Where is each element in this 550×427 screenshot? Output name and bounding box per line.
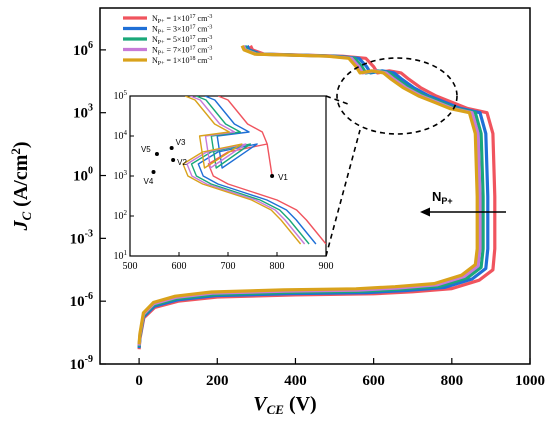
y-axis-label: JC (A/cm2) [8,141,34,231]
y-tick-label: 100 [73,166,93,185]
inset-annotations: V1 V2 V3 V4 V5 [141,138,288,186]
y-tick-label: 103 [73,103,93,122]
x-tick-label: 0 [135,373,143,389]
annotation-label-v5: V5 [141,145,151,154]
legend-label-4: NP+ = 7×1017 cm-3 [152,46,212,57]
y-axis-ticks: 106 103 100 10-3 10-6 10-9 [70,40,106,373]
legend-label-3: NP+ = 5×1017 cm-3 [152,35,212,46]
inset-x-tick-label: 800 [270,261,285,272]
x-tick-label: 400 [284,373,307,389]
inset-y-tick-label: 101 [114,249,128,262]
np-arrow-head [420,207,430,217]
legend-label-1: NP+ = 1×1017 cm-3 [152,14,212,25]
legend: NP+ = 1×1017 cm-3NP+ = 3×1017 cm-3NP+ = … [123,14,212,67]
y-tick-label: 10-6 [70,291,93,310]
inset-series-line-2 [197,96,317,245]
x-tick-label: 1000 [515,373,545,389]
inset-x-tick-label: 600 [172,261,187,272]
inset-y-tick-label: 103 [114,169,128,182]
series-group [137,45,497,350]
inset-x-tick-label: 700 [221,261,236,272]
inset-y-ticks: 101 102 103 104 105 [114,89,134,262]
zoom-ellipse [336,57,458,135]
annotation-label-v4: V4 [144,177,154,186]
inset-series-line-4 [186,96,306,245]
zoom-connector-top [325,95,349,105]
legend-label-2: NP+ = 3×1017 cm-3 [152,25,212,36]
legend-label-5: NP+ = 1×1018 cm-3 [152,56,212,67]
inset-y-tick-label: 105 [114,89,128,102]
x-tick-label: 800 [441,373,464,389]
annotation-point-v2 [171,158,176,162]
plot-frame [99,7,531,365]
annotation-label-v1: V1 [278,173,288,182]
inset-x-ticks: 500 600 700 800 900 [123,252,334,272]
annotation-point-v3 [169,146,174,150]
np-arrow-label: NP+ [432,189,453,206]
annotation-point-v5 [154,152,159,156]
x-axis-ticks: 0 200 400 600 800 1000 [135,358,545,389]
x-tick-label: 600 [362,373,385,389]
y-tick-label: 106 [73,40,93,59]
x-tick-label: 200 [206,373,229,389]
y-tick-label: 10-3 [70,228,93,247]
inset-x-tick-label: 500 [123,261,138,272]
annotation-point-v4 [151,170,156,174]
inset-y-tick-label: 102 [114,209,128,222]
inset-frame [129,95,327,257]
inset-series-line-3 [190,96,310,245]
inset-series-line-5 [182,96,302,245]
annotation-label-v2: V2 [177,158,187,167]
x-axis-label: VCE (V) [253,393,316,417]
inset-series-line-1 [207,96,326,245]
series-line-5 [137,45,479,345]
inset-series-group [182,96,326,245]
inset-y-tick-label: 104 [114,129,128,142]
y-tick-label: 10-9 [70,354,93,373]
annotation-label-v3: V3 [176,138,186,147]
zoom-connector-bottom [325,129,361,257]
annotation-point-v1 [270,174,275,178]
inset-x-tick-label: 900 [319,261,334,272]
